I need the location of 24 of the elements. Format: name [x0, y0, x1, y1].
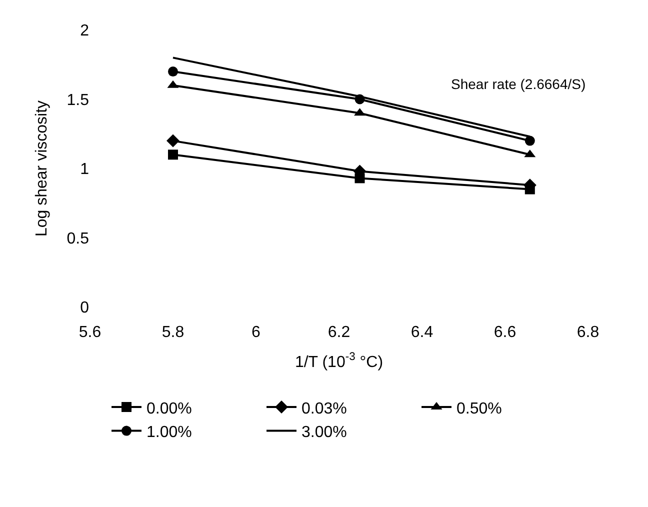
x-tick-label: 5.6 — [78, 324, 102, 342]
point — [168, 66, 178, 77]
x-tick-label: 5.8 — [162, 324, 184, 342]
y-tick-label: 1 — [80, 161, 90, 178]
y-tick-label: 2 — [80, 22, 90, 40]
x-tick-label: 6.4 — [410, 324, 434, 342]
x-tick-label: 6.2 — [328, 324, 350, 342]
y-axis-title: Log shear viscosity — [34, 100, 51, 237]
x-tick-label: 6.6 — [494, 324, 516, 342]
y-tick-label: 1.5 — [66, 92, 90, 109]
y-tick-label: 0.5 — [66, 230, 90, 248]
point — [168, 150, 178, 160]
x-tick-label: 6.8 — [576, 324, 600, 342]
annotation: Shear rate (2.6664/S) — [451, 76, 586, 92]
point — [166, 134, 180, 148]
legend-label: 0.03% — [302, 400, 347, 418]
y-tick-label: 0 — [80, 300, 90, 317]
point — [524, 136, 535, 146]
legend-label: 3.00% — [302, 424, 347, 442]
x-tick-label: 6 — [252, 324, 261, 342]
legend-label: 1.00% — [146, 424, 192, 442]
x-axis-title: 1/T (10$^{-3}$ °C) — [294, 351, 384, 371]
legend-label: 0.50% — [456, 400, 502, 418]
legend-label: 0.00% — [146, 400, 192, 418]
